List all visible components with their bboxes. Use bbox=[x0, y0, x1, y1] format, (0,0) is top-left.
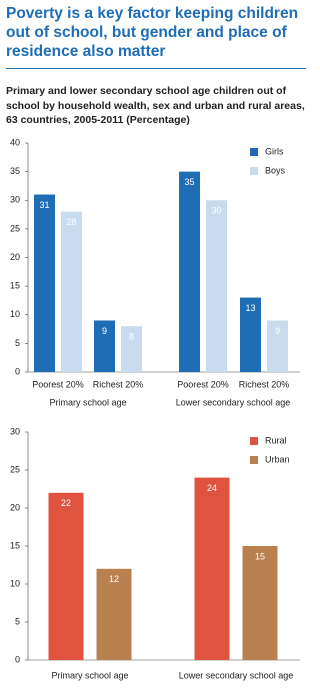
subtitle: Primary and lower secondary school age c… bbox=[6, 85, 305, 126]
group-label: Primary school age bbox=[51, 670, 128, 680]
legend-label: Urban bbox=[265, 454, 290, 464]
page: Poverty is a key factor keeping children… bbox=[6, 5, 306, 680]
y-tick-label: 25 bbox=[10, 223, 20, 233]
y-tick-label: 10 bbox=[10, 578, 20, 588]
value-label: 22 bbox=[61, 498, 71, 508]
y-tick-label: 15 bbox=[10, 281, 20, 291]
value-label: 9 bbox=[275, 326, 280, 336]
title: Poverty is a key factor keeping children… bbox=[6, 5, 299, 60]
value-label: 9 bbox=[102, 326, 107, 336]
bar bbox=[267, 320, 288, 372]
bar bbox=[94, 320, 115, 372]
charts: 0 5 10 15 20 25 30 35 40 Poorest 20% 31 28 Richest 2… bbox=[10, 137, 300, 680]
value-label: 31 bbox=[39, 200, 49, 210]
value-label: 28 bbox=[66, 217, 76, 227]
value-label: 12 bbox=[109, 574, 119, 584]
bar bbox=[242, 546, 278, 660]
group-label: Lower secondary school age bbox=[179, 670, 294, 680]
y-tick-label: 0 bbox=[15, 654, 20, 664]
value-label: 8 bbox=[129, 332, 134, 342]
value-label: 15 bbox=[255, 551, 265, 561]
y-tick-label: 30 bbox=[10, 426, 20, 436]
y-tick-label: 35 bbox=[10, 166, 20, 176]
bar bbox=[194, 477, 230, 660]
y-tick-label: 0 bbox=[15, 366, 20, 376]
y-tick-label: 40 bbox=[10, 137, 20, 147]
bar bbox=[121, 326, 142, 372]
y-tick-label: 5 bbox=[15, 616, 20, 626]
bar bbox=[96, 568, 132, 660]
legend-label: Rural bbox=[265, 435, 287, 445]
value-label: 30 bbox=[211, 206, 221, 216]
value-label: 13 bbox=[245, 303, 255, 313]
bar bbox=[206, 200, 227, 372]
bar bbox=[48, 492, 84, 660]
y-tick-label: 20 bbox=[10, 252, 20, 262]
y-tick-label: 25 bbox=[10, 464, 20, 474]
x-tick-label: Poorest 20% bbox=[177, 379, 229, 389]
legend-swatch bbox=[250, 167, 258, 175]
x-tick-label: Richest 20% bbox=[239, 379, 290, 389]
legend-label: Girls bbox=[265, 146, 284, 156]
legend-swatch bbox=[250, 437, 258, 445]
x-tick-label: Richest 20% bbox=[93, 379, 144, 389]
title-rule bbox=[6, 68, 306, 69]
legend-label: Boys bbox=[265, 165, 286, 175]
group-label: Lower secondary school age bbox=[176, 397, 291, 407]
legend-swatch bbox=[250, 456, 258, 464]
legend-swatch bbox=[250, 148, 258, 156]
y-tick-label: 5 bbox=[15, 338, 20, 348]
bar bbox=[179, 171, 200, 372]
bar bbox=[240, 297, 261, 372]
value-label: 35 bbox=[184, 177, 194, 187]
bar bbox=[34, 194, 55, 372]
group-label: Primary school age bbox=[49, 397, 126, 407]
y-tick-label: 10 bbox=[10, 309, 20, 319]
y-tick-label: 20 bbox=[10, 502, 20, 512]
bar bbox=[61, 211, 82, 372]
y-tick-label: 15 bbox=[10, 540, 20, 550]
y-tick-label: 30 bbox=[10, 195, 20, 205]
value-label: 24 bbox=[207, 483, 217, 493]
x-tick-label: Poorest 20% bbox=[32, 379, 84, 389]
